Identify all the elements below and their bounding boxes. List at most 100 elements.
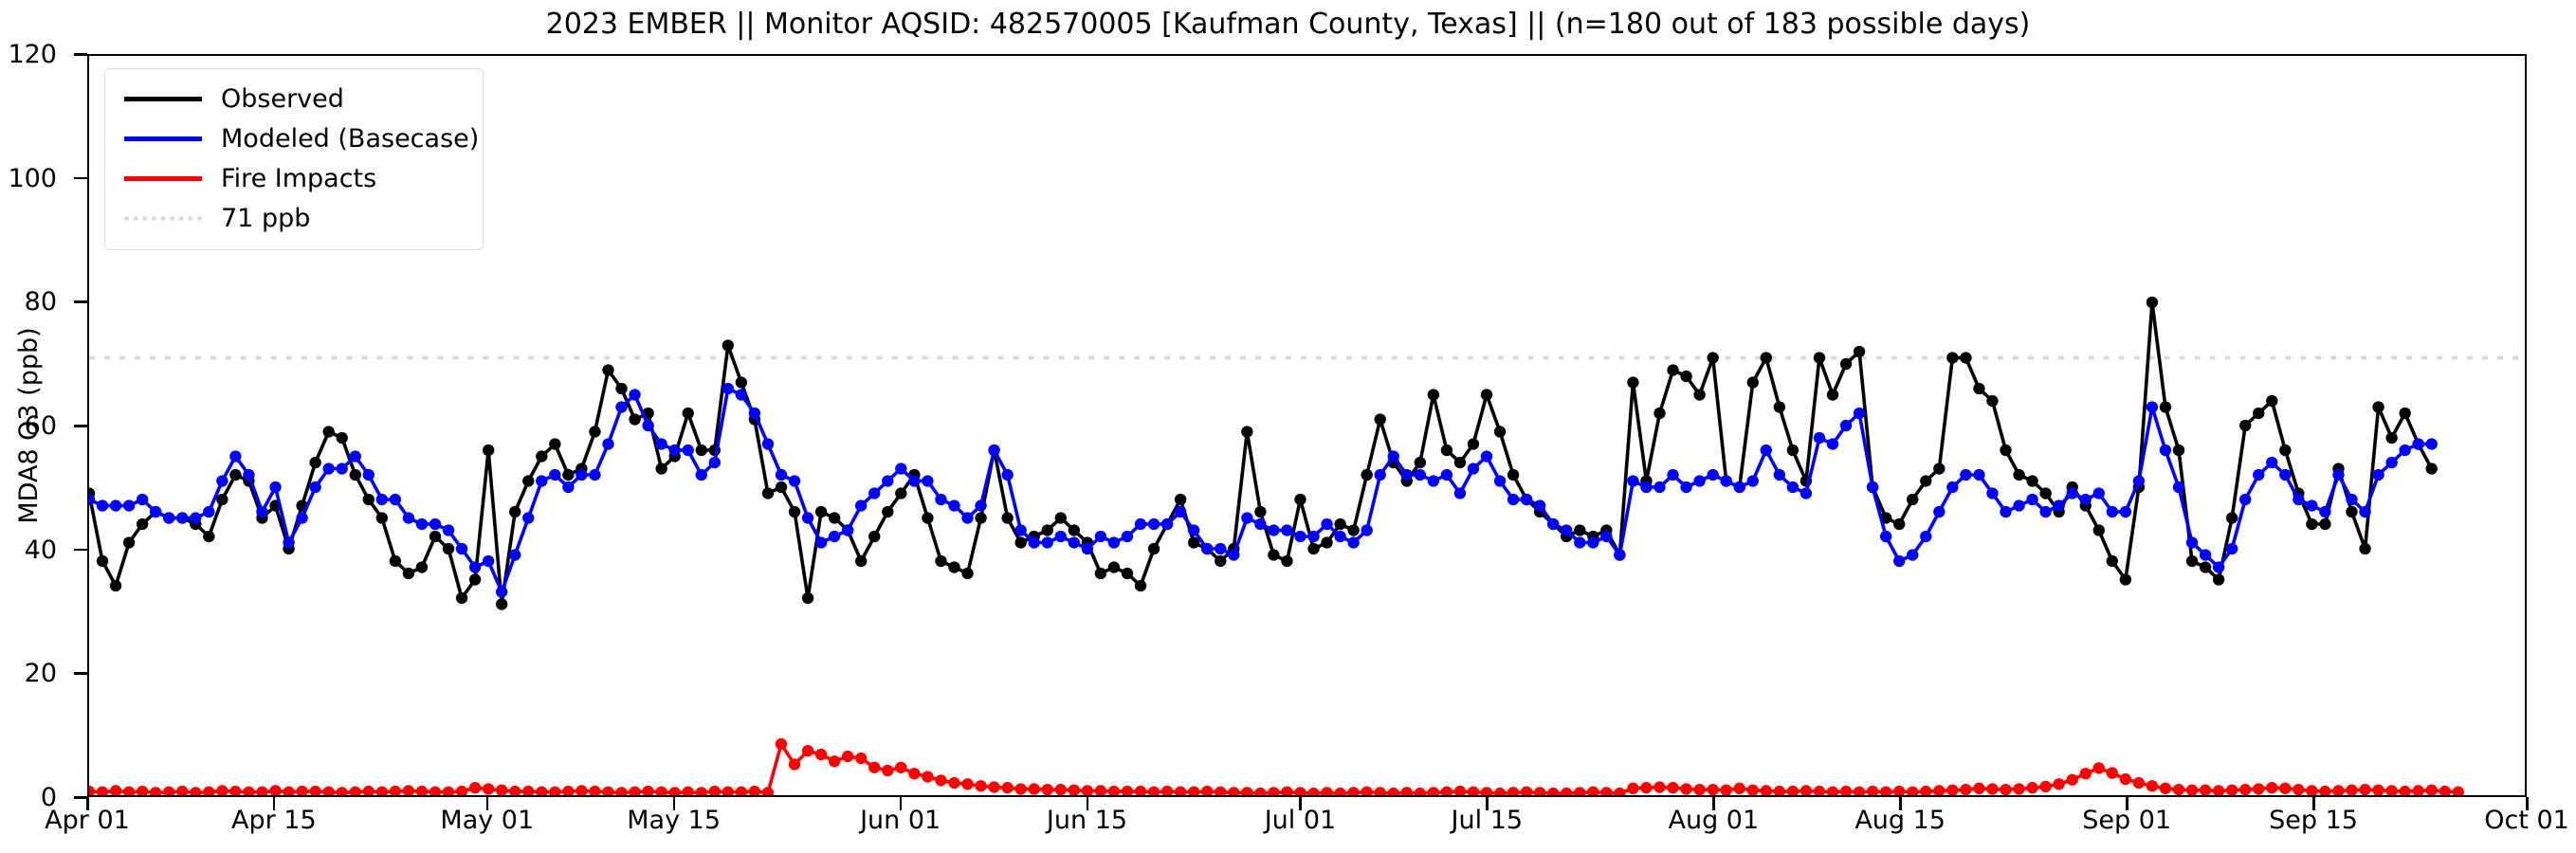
data-point-marker [1347,536,1360,549]
data-point-marker [1733,481,1745,494]
data-point-marker [442,786,455,795]
legend-item[interactable]: Modeled (Basecase) [105,118,483,158]
data-point-marker [1627,782,1639,795]
data-point-marker [1453,785,1467,795]
data-point-marker [895,761,907,773]
data-point-marker [1614,787,1626,795]
data-point-marker [1160,785,1174,795]
data-point-marker [2279,444,2292,457]
data-point-marker [1680,481,1692,494]
legend-swatch-dotted-icon [124,215,202,221]
data-point-marker [2039,505,2052,518]
x-tick-label: Oct 01 [2484,806,2569,835]
data-point-marker [1574,787,1586,795]
data-point-marker [455,591,468,605]
data-point-marker [1533,787,1546,795]
data-point-marker [2092,487,2105,499]
data-point-marker [1334,517,1346,531]
data-point-marker [1960,352,1972,364]
data-point-marker [1453,456,1467,469]
data-point-marker [1561,524,1573,536]
data-point-marker [96,554,109,568]
data-point-marker [1374,787,1386,795]
data-point-marker [468,782,482,794]
data-point-marker [2239,419,2252,432]
legend-item[interactable]: 71 ppb [105,198,483,238]
data-point-marker [549,786,561,795]
data-point-marker [1839,357,1853,371]
data-point-marker [1094,785,1107,795]
data-point-marker [895,487,907,499]
data-point-marker [2119,505,2132,518]
data-point-marker [402,567,415,580]
legend-item[interactable]: Fire Impacts [105,158,483,198]
data-point-marker [2199,784,2212,795]
x-tick-mark [86,797,89,810]
data-point-marker [602,364,614,376]
data-point-marker [1786,785,1800,795]
data-point-marker [828,530,841,543]
data-point-marker [1973,382,1985,395]
data-point-marker [1960,783,1972,795]
data-point-marker [1480,787,1493,795]
data-point-marker [549,438,561,450]
data-point-marker [150,787,162,795]
data-point-marker [2106,505,2119,518]
data-point-marker [735,376,748,389]
data-point-marker [589,468,601,481]
data-point-marker [814,536,828,549]
data-point-marker [2359,783,2371,795]
data-point-marker [2306,785,2318,795]
chart-legend: Observed Modeled (Basecase) Fire Impacts 71… [104,68,484,250]
data-point-marker [1107,536,1121,549]
data-point-marker [1228,787,1240,795]
data-point-marker [1241,512,1253,524]
legend-item[interactable]: Observed [105,79,483,118]
data-point-marker [509,785,521,795]
data-point-marker [1147,786,1160,795]
data-point-marker [2319,785,2331,795]
data-point-marker [1893,785,1906,795]
data-point-marker [429,530,442,543]
data-point-marker [788,505,801,518]
data-point-marker [1920,785,1932,795]
data-series-group [89,296,2464,795]
data-point-marker [2239,783,2252,795]
data-point-marker [2053,499,2065,512]
data-point-marker [2212,573,2225,586]
data-point-marker [1414,456,1427,469]
data-point-marker [1493,475,1507,487]
data-point-marker [961,567,974,580]
x-tick-label: Aug 01 [1668,806,1760,835]
data-point-marker [642,419,654,432]
data-point-marker [682,444,694,457]
data-point-marker [1693,389,1706,401]
data-point-marker [1307,787,1320,795]
data-point-marker [575,785,588,795]
data-point-marker [309,481,321,494]
data-point-marker [2119,772,2132,786]
x-tick-label: Apr 15 [231,806,317,835]
data-point-marker [1879,530,1892,543]
data-point-marker [1907,549,1919,561]
data-point-marker [695,444,707,457]
data-point-marker [2106,554,2119,568]
data-point-marker [1773,785,1786,795]
data-point-marker [495,598,508,610]
data-point-marker [1480,450,1493,463]
data-point-marker [2146,780,2159,792]
data-point-marker [2399,407,2411,420]
data-point-marker [1614,549,1626,561]
data-point-marker [2199,549,2212,561]
data-point-marker [828,512,841,524]
data-point-marker [2293,493,2305,506]
data-point-marker [841,524,854,536]
data-point-marker [1107,785,1121,795]
data-point-marker [455,785,468,795]
data-point-marker [761,438,775,450]
data-point-marker [2359,542,2371,555]
data-point-marker [1707,352,1719,364]
data-point-marker [1920,530,1932,543]
data-point-marker [1054,783,1067,795]
data-point-marker [375,512,389,524]
